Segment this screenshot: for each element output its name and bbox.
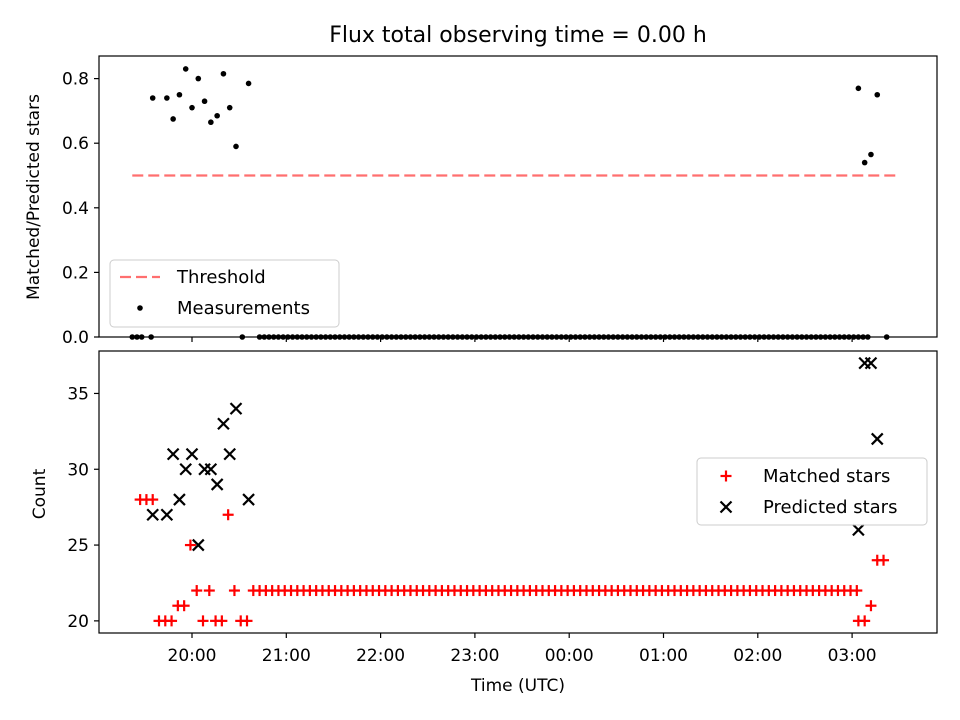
predicted-star-point <box>204 462 218 476</box>
x-tick-label: 23:00 <box>450 646 499 666</box>
measurement-point <box>220 70 227 77</box>
measurement-point <box>164 95 170 101</box>
top-axes-frame <box>98 55 938 338</box>
predicted-star-point <box>210 478 224 491</box>
bottom-legend-box <box>696 457 928 526</box>
legend-measurement-label: Measurements <box>177 298 310 319</box>
matched-star-point <box>851 585 863 597</box>
x-tick-label: 03:00 <box>828 646 877 666</box>
x-axis-label: Time (UTC) <box>470 676 565 696</box>
bottom-y-tick-label: 30 <box>67 460 89 480</box>
predicted-star-point <box>217 417 230 431</box>
bottom-axes: 20 25 30 35 20:00 21:00 22:00 23:00 00:00 01:00 02… <box>67 350 938 666</box>
matched-star-point <box>203 585 215 597</box>
measurement-point <box>868 151 874 158</box>
matched-star-point <box>865 600 877 612</box>
bottom-legend: Matched stars Predicted stars <box>696 457 928 526</box>
measurement-point <box>182 66 189 72</box>
matched-star-point <box>147 494 159 506</box>
top-y-tick-label: 0.2 <box>62 263 89 283</box>
measurement-point <box>208 119 214 126</box>
predicted-star-point <box>179 462 192 476</box>
measurement-point <box>214 112 220 119</box>
predicted-star-point <box>864 356 878 370</box>
measurement-point <box>170 116 176 122</box>
bottom-y-tick-label: 20 <box>67 612 89 632</box>
measurement-point <box>226 104 233 111</box>
predicted-star-point <box>146 508 159 522</box>
predicted-star-point <box>173 493 186 506</box>
bottom-y-tick-label: 35 <box>67 384 89 404</box>
measurement-point <box>195 75 202 82</box>
matched-star-point <box>191 585 203 597</box>
top-legend: Threshold Measurements <box>109 259 340 328</box>
matched-star-point <box>184 539 196 551</box>
top-axes: 0.0 0.2 0.4 0.6 0.8 Threshold Measurements <box>62 55 938 348</box>
predicted-star-point <box>229 402 243 415</box>
x-tick-label: 02:00 <box>733 646 782 666</box>
bottom-y-tick-label: 25 <box>67 536 89 556</box>
legend-threshold-label: Threshold <box>176 267 266 288</box>
measurement-point <box>149 95 156 101</box>
predicted-star-point <box>185 447 199 461</box>
x-tick-label: 00:00 <box>545 646 594 666</box>
predicted-star-point <box>852 523 865 537</box>
top-y-tick-label: 0.4 <box>62 199 89 219</box>
measurement-point <box>874 91 881 98</box>
predicted-star-point <box>160 508 174 522</box>
legend-matched-swatch <box>720 470 732 482</box>
measurement-point <box>176 91 183 98</box>
matched-star-point <box>216 615 228 627</box>
x-tick-label: 21:00 <box>262 646 311 666</box>
legend-matched-label: Matched stars <box>763 466 890 487</box>
measurement-point <box>245 80 252 87</box>
legend-predicted-swatch <box>719 500 733 514</box>
matched-star-point <box>859 615 871 627</box>
bottom-axes-frame <box>98 350 938 634</box>
predicted-star-point <box>166 447 180 461</box>
predicted-star-point <box>870 432 884 446</box>
measurement-point <box>861 159 868 166</box>
matched-star-point <box>241 615 253 627</box>
x-tick-label: 20:00 <box>168 646 217 666</box>
top-y-tick-label: 0.8 <box>62 70 89 90</box>
legend-measurement-swatch <box>137 305 143 311</box>
x-tick-label: 01:00 <box>639 646 688 666</box>
bottom-y-axis-label: Count <box>30 468 50 519</box>
predicted-star-point <box>242 493 255 506</box>
predicted-star-point <box>192 538 205 552</box>
matched-star-point <box>197 615 209 627</box>
matched-star-point <box>178 600 190 612</box>
top-y-tick-label: 0.0 <box>62 328 89 348</box>
measurement-point <box>201 98 208 105</box>
chart-title: Flux total observing time = 0.00 h <box>329 23 707 48</box>
measurement-point <box>855 85 862 92</box>
predicted-star-point <box>223 447 236 461</box>
top-y-axis-label: Matched/Predicted stars <box>24 94 44 300</box>
matched-star-point <box>878 554 890 566</box>
measurement-point <box>233 143 239 150</box>
matched-star-point <box>228 585 240 597</box>
top-legend-box <box>109 259 340 328</box>
top-y-tick-label: 0.6 <box>62 134 89 154</box>
matched-star-point <box>222 509 234 521</box>
legend-predicted-label: Predicted stars <box>763 497 897 518</box>
x-tick-label: 22:00 <box>356 646 405 666</box>
measurement-point <box>189 104 195 111</box>
matched-star-point <box>166 615 178 627</box>
